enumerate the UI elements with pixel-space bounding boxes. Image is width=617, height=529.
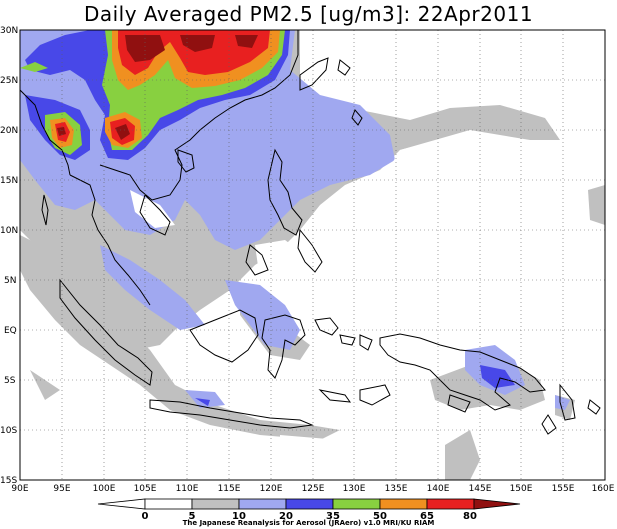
lat-tick: 15S — [0, 476, 17, 486]
lon-tick: 90E — [11, 484, 28, 494]
colorbar-lt5 — [97, 498, 146, 510]
lat-tick: 10N — [0, 226, 18, 236]
lat-tick: 5N — [4, 276, 16, 286]
lon-axis-labels: 90E 95E 100E 105E 110E 115E 120E 125E 13… — [11, 484, 614, 494]
lon-tick: 100E — [93, 484, 116, 494]
colorbar-10to20 — [191, 498, 240, 510]
grid-lines — [20, 30, 605, 480]
map-frame — [19, 29, 606, 481]
credit-line: The Japanese Reanalysis for Aerosol (JRA… — [182, 519, 435, 527]
colorbar-gt100 — [473, 498, 521, 510]
lon-tick: 155E — [552, 484, 575, 494]
colorbar-65to80 — [379, 498, 428, 510]
coastlines — [20, 30, 601, 435]
colorbar — [97, 498, 521, 510]
lon-tick: 120E — [260, 484, 283, 494]
lon-tick: 160E — [592, 484, 615, 494]
lat-tick: 10S — [0, 426, 17, 436]
colorbar-35to50 — [285, 498, 334, 510]
colorbar-label: 20 — [279, 511, 293, 522]
pm25-fields — [20, 30, 605, 480]
lon-tick: 95E — [53, 484, 70, 494]
colorbar-label: 65 — [420, 511, 434, 522]
lat-tick: EQ — [4, 326, 17, 336]
map-title: Daily Averaged PM2.5 [ug/m3]: 22Apr2011 — [83, 2, 534, 26]
colorbar-80to100 — [426, 498, 475, 510]
lon-tick: 105E — [134, 484, 157, 494]
lat-tick: 30N — [0, 26, 18, 36]
lon-tick: 145E — [469, 484, 492, 494]
colorbar-5to10 — [144, 498, 193, 510]
lat-axis-labels: 30N 25N 20N 15N 10N 5N EQ 5S 10S 15S — [0, 26, 18, 486]
lat-tick: 25N — [0, 76, 18, 86]
lat-tick: 5S — [4, 376, 16, 386]
colorbar-label: 80 — [463, 511, 477, 522]
colorbar-label: 50 — [373, 511, 387, 522]
colorbar-label: 35 — [326, 511, 340, 522]
pm25-band-low — [20, 132, 605, 480]
lon-tick: 150E — [510, 484, 533, 494]
lon-tick: 140E — [427, 484, 450, 494]
lon-tick: 135E — [385, 484, 408, 494]
pm25-band-over-100 — [57, 35, 258, 140]
lat-tick: 15N — [0, 176, 18, 186]
colorbar-label: 10 — [232, 511, 246, 522]
colorbar-50to65 — [332, 498, 381, 510]
lon-tick: 110E — [176, 484, 199, 494]
colorbar-labels: 0 5 10 20 35 50 65 80 — [142, 511, 477, 522]
colorbar-20to35 — [238, 498, 287, 510]
colorbar-label: 5 — [189, 511, 196, 522]
lon-tick: 115E — [218, 484, 241, 494]
colorbar-label: 0 — [142, 511, 149, 522]
lat-tick: 20N — [0, 126, 18, 136]
lon-tick: 125E — [302, 484, 325, 494]
lon-tick: 130E — [343, 484, 366, 494]
